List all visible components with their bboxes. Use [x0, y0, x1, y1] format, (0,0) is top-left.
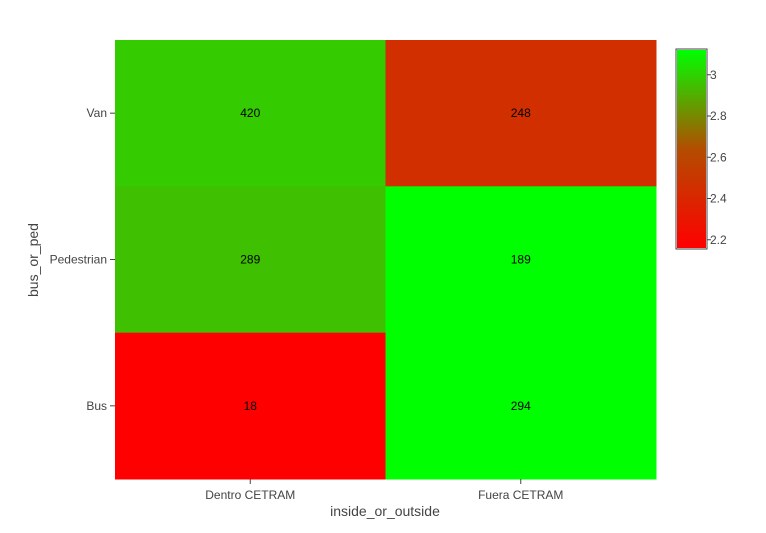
heatmap-cells	[115, 40, 657, 480]
colorbar-tick-label: 3	[710, 68, 717, 82]
cell-value-label: 18	[244, 399, 258, 413]
heatmap-cell	[115, 40, 386, 187]
cell-value-label: 289	[240, 253, 260, 267]
x-axis-title: inside_or_outside	[330, 503, 440, 519]
colorbar-tick-label: 2.8	[710, 109, 727, 123]
x-axis-ticks: Dentro CETRAM Fuera CETRAM	[205, 479, 563, 502]
colorbar: 2.2 2.4 2.6 2.8 3	[675, 48, 727, 250]
x-tick-label: Fuera CETRAM	[478, 488, 563, 502]
colorbar-border	[675, 48, 708, 250]
x-tick-label: Dentro CETRAM	[205, 488, 295, 502]
colorbar-ticks: 2.2 2.4 2.6 2.8 3	[707, 68, 727, 247]
heatmap-cell	[385, 332, 657, 480]
y-tick-label: Pedestrian	[50, 253, 107, 267]
colorbar-tick-label: 2.6	[710, 150, 727, 164]
colorbar-tick-label: 2.4	[710, 192, 727, 206]
colorbar-tick-label: 2.2	[710, 233, 727, 247]
y-tick-label: Bus	[86, 399, 107, 413]
colorbar-gradient	[677, 50, 706, 248]
heatmap-cell	[385, 40, 657, 187]
heatmap-cell	[115, 186, 386, 334]
cell-labels: 420 248 289 189 18 294	[240, 106, 531, 413]
y-axis-ticks: Bus Pedestrian Van	[50, 106, 115, 413]
cell-value-label: 189	[511, 253, 531, 267]
cell-value-label: 248	[511, 106, 531, 120]
y-axis-title: bus_or_ped	[25, 223, 41, 297]
cell-value-label: 294	[511, 399, 531, 413]
heatmap-cell	[115, 332, 386, 480]
heatmap-cell	[385, 186, 657, 334]
cell-value-label: 420	[240, 106, 260, 120]
y-tick-label: Van	[87, 106, 107, 120]
